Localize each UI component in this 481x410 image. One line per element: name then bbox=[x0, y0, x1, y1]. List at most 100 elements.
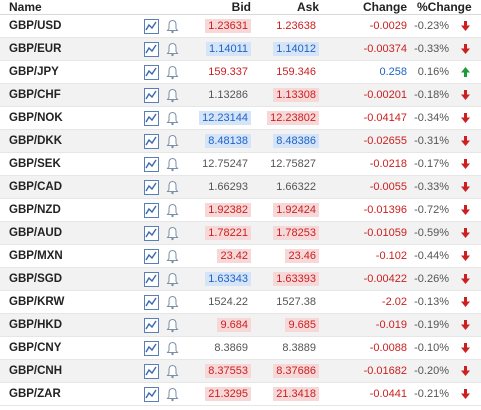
bell-icon[interactable] bbox=[165, 249, 180, 264]
chart-icon[interactable] bbox=[144, 340, 159, 356]
pct-change-value: 0.16% bbox=[417, 66, 449, 78]
bell-icon[interactable] bbox=[165, 295, 180, 310]
pair-name[interactable]: GBP/NZD bbox=[9, 204, 61, 216]
table-row[interactable]: GBP/SEK 12.75247 12.75827 -0.0218 -0.17% bbox=[0, 153, 481, 176]
bell-icon[interactable] bbox=[165, 111, 180, 126]
table-row[interactable]: GBP/CAD 1.66293 1.66322 -0.0055 -0.33% bbox=[0, 176, 481, 199]
pct-change-value: -0.13% bbox=[414, 296, 449, 308]
bell-icon[interactable] bbox=[165, 272, 180, 287]
chart-icon[interactable] bbox=[144, 363, 159, 379]
bid-value: 23.42 bbox=[217, 249, 251, 263]
pair-name[interactable]: GBP/AUD bbox=[9, 227, 63, 239]
arrow-down-icon bbox=[460, 182, 470, 192]
arrow-down-icon bbox=[460, 389, 470, 399]
chart-icon[interactable] bbox=[144, 41, 159, 57]
ask-value: 1.78253 bbox=[273, 226, 319, 240]
pair-name[interactable]: GBP/CAD bbox=[9, 181, 63, 193]
pair-name[interactable]: GBP/KRW bbox=[9, 296, 65, 308]
table-row[interactable]: GBP/AUD 1.78221 1.78253 -0.01059 -0.59% bbox=[0, 222, 481, 245]
table-row[interactable]: GBP/MXN 23.42 23.46 -0.102 -0.44% bbox=[0, 245, 481, 268]
bell-icon[interactable] bbox=[165, 341, 180, 356]
pair-name[interactable]: GBP/MXN bbox=[9, 250, 63, 262]
bid-value: 8.3869 bbox=[214, 342, 248, 354]
change-value: -0.01682 bbox=[363, 365, 407, 377]
pct-change-value: -0.10% bbox=[414, 342, 449, 354]
arrow-down-icon bbox=[460, 274, 470, 284]
table-row[interactable]: GBP/NZD 1.92382 1.92424 -0.01396 -0.72% bbox=[0, 199, 481, 222]
table-row[interactable]: GBP/DKK 8.48138 8.48386 -0.02655 -0.31% bbox=[0, 130, 481, 153]
table-row[interactable]: GBP/USD 1.23631 1.23638 -0.0029 -0.23% bbox=[0, 15, 481, 38]
bid-value: 12.23144 bbox=[199, 111, 251, 125]
change-value: -0.00374 bbox=[363, 43, 407, 55]
bell-icon[interactable] bbox=[165, 364, 180, 379]
table-row[interactable]: GBP/EUR 1.14011 1.14012 -0.00374 -0.33% bbox=[0, 38, 481, 61]
table-row[interactable]: GBP/CNY 8.3869 8.3889 -0.0088 -0.10% bbox=[0, 337, 481, 360]
chart-icon[interactable] bbox=[144, 156, 159, 172]
bell-icon[interactable] bbox=[165, 134, 180, 149]
pct-change-value: -0.31% bbox=[414, 135, 449, 147]
pair-name[interactable]: GBP/EUR bbox=[9, 43, 62, 55]
pair-name[interactable]: GBP/SEK bbox=[9, 158, 61, 170]
chart-icon[interactable] bbox=[144, 110, 159, 126]
pair-name[interactable]: GBP/ZAR bbox=[9, 388, 61, 400]
pair-name[interactable]: GBP/DKK bbox=[9, 135, 63, 147]
table-row[interactable]: GBP/NOK 12.23144 12.23802 -0.04147 -0.34% bbox=[0, 107, 481, 130]
bell-icon[interactable] bbox=[165, 88, 180, 103]
pair-name[interactable]: GBP/HKD bbox=[9, 319, 63, 331]
bell-icon[interactable] bbox=[165, 19, 180, 34]
header-name[interactable]: Name bbox=[9, 0, 42, 14]
table-row[interactable]: GBP/HKD 9.684 9.685 -0.019 -0.19% bbox=[0, 314, 481, 337]
bell-icon[interactable] bbox=[165, 157, 180, 172]
bell-icon[interactable] bbox=[165, 180, 180, 195]
pair-name[interactable]: GBP/CHF bbox=[9, 89, 61, 101]
table-row[interactable]: GBP/CNH 8.37553 8.37686 -0.01682 -0.20% bbox=[0, 360, 481, 383]
pair-name[interactable]: GBP/CNY bbox=[9, 342, 62, 354]
table-row[interactable]: GBP/CHF 1.13286 1.13308 -0.00201 -0.18% bbox=[0, 84, 481, 107]
chart-icon[interactable] bbox=[144, 294, 159, 310]
pair-name[interactable]: GBP/NOK bbox=[9, 112, 63, 124]
ask-value: 1527.38 bbox=[276, 296, 316, 308]
bid-value: 1.23631 bbox=[205, 19, 251, 33]
chart-icon[interactable] bbox=[144, 179, 159, 195]
bid-value: 159.337 bbox=[208, 66, 248, 78]
change-value: -0.00422 bbox=[363, 273, 407, 285]
table-row[interactable]: GBP/SGD 1.63343 1.63393 -0.00422 -0.26% bbox=[0, 268, 481, 291]
arrow-down-icon bbox=[460, 90, 470, 100]
bell-icon[interactable] bbox=[165, 203, 180, 218]
header-pct-change[interactable]: %Change bbox=[417, 0, 472, 14]
chart-icon[interactable] bbox=[144, 202, 159, 218]
arrow-down-icon bbox=[460, 228, 470, 238]
pair-name[interactable]: GBP/CNH bbox=[9, 365, 63, 377]
header-change[interactable]: Change bbox=[362, 0, 407, 14]
chart-icon[interactable] bbox=[144, 271, 159, 287]
arrow-down-icon bbox=[460, 251, 470, 261]
bell-icon[interactable] bbox=[165, 387, 180, 402]
pair-name[interactable]: GBP/USD bbox=[9, 20, 62, 32]
bell-icon[interactable] bbox=[165, 226, 180, 241]
table-row[interactable]: GBP/JPY 159.337 159.346 0.258 0.16% bbox=[0, 61, 481, 84]
ask-value: 8.37686 bbox=[273, 364, 319, 378]
pct-change-value: -0.34% bbox=[414, 112, 449, 124]
bell-icon[interactable] bbox=[165, 42, 180, 57]
chart-icon[interactable] bbox=[144, 87, 159, 103]
arrow-down-icon bbox=[460, 44, 470, 54]
pair-name[interactable]: GBP/SGD bbox=[9, 273, 63, 285]
header-bid[interactable]: Bid bbox=[231, 0, 251, 14]
chart-icon[interactable] bbox=[144, 225, 159, 241]
chart-icon[interactable] bbox=[144, 133, 159, 149]
chart-icon[interactable] bbox=[144, 64, 159, 80]
bell-icon[interactable] bbox=[165, 318, 180, 333]
bell-icon[interactable] bbox=[165, 65, 180, 80]
chart-icon[interactable] bbox=[144, 18, 159, 34]
change-value: -0.102 bbox=[375, 250, 407, 262]
chart-icon[interactable] bbox=[144, 317, 159, 333]
header-ask[interactable]: Ask bbox=[296, 0, 319, 14]
pair-name[interactable]: GBP/JPY bbox=[9, 66, 59, 78]
chart-icon[interactable] bbox=[144, 386, 159, 402]
ask-value: 12.75827 bbox=[270, 158, 316, 170]
table-row[interactable]: GBP/KRW 1524.22 1527.38 -2.02 -0.13% bbox=[0, 291, 481, 314]
ask-value: 1.92424 bbox=[273, 203, 319, 217]
table-row[interactable]: GBP/ZAR 21.3295 21.3418 -0.0441 -0.21% bbox=[0, 383, 481, 406]
pct-change-value: -0.59% bbox=[414, 227, 449, 239]
chart-icon[interactable] bbox=[144, 248, 159, 264]
